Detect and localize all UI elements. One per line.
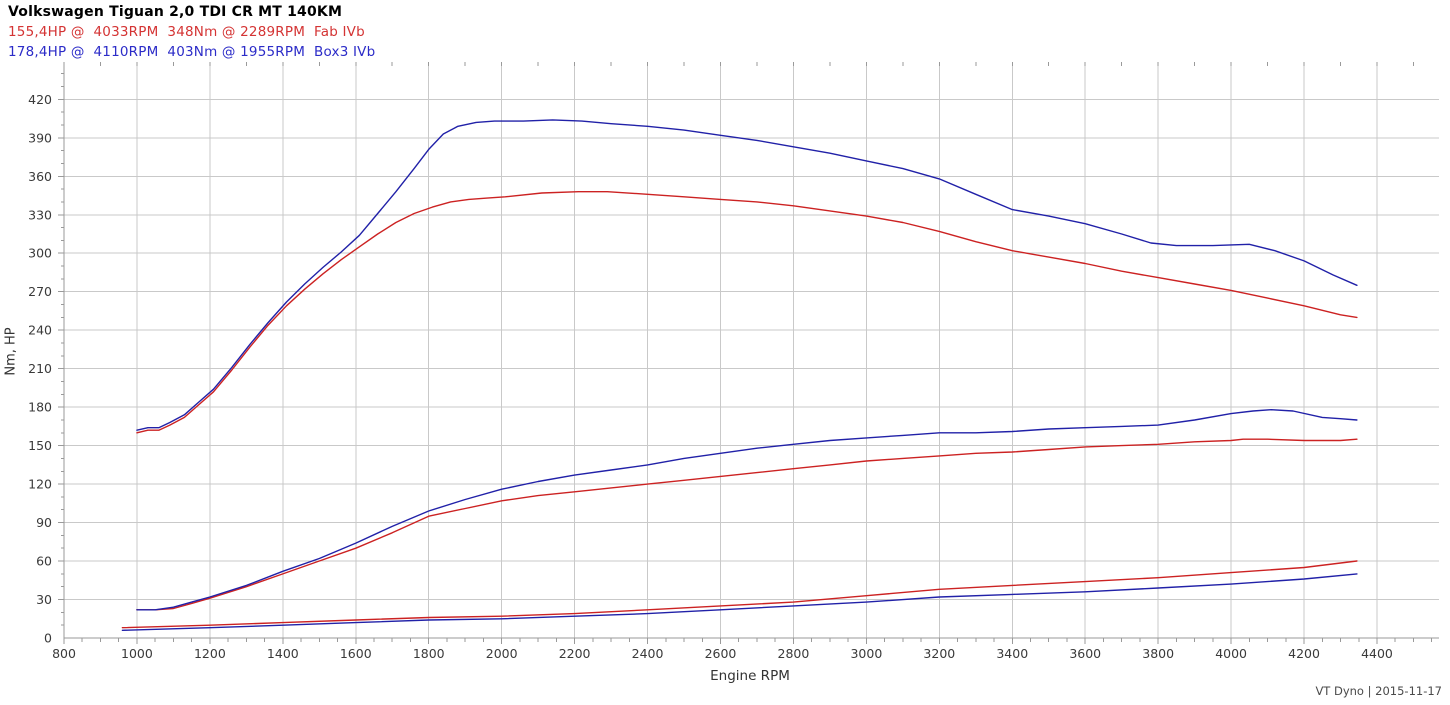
x-tick-label: 3600	[1069, 646, 1101, 661]
y-tick-label: 30	[36, 592, 52, 607]
x-tick-label: 2800	[778, 646, 810, 661]
x-tick-label: 3400	[996, 646, 1028, 661]
series-box3-loss	[121, 573, 1358, 631]
gridlines	[64, 66, 1439, 638]
x-tick-label: 1800	[413, 646, 445, 661]
tick-labels: 800 1000 1200 1400 1600 1800 2000 2200 2400 2600 2…	[28, 92, 1393, 661]
y-tick-label: 360	[28, 169, 52, 184]
y-tick-label: 120	[28, 477, 52, 492]
y-tick-label: 390	[28, 130, 52, 145]
series-fab-torque	[136, 190, 1358, 434]
stat-line-fab: 155,4HP @ 4033RPM 348Nm @ 2289RPM Fab IV…	[8, 24, 365, 40]
y-tick-label: 180	[28, 400, 52, 415]
report-header: Volkswagen Tiguan 2,0 TDI CR MT 140KM 15…	[8, 4, 375, 60]
x-tick-label: 4200	[1288, 646, 1320, 661]
axes-and-ticks	[58, 62, 1439, 644]
x-tick-label: 3200	[923, 646, 955, 661]
y-tick-label: 270	[28, 284, 52, 299]
x-tick-label: 1400	[267, 646, 299, 661]
y-axis-label: Nm, HP	[3, 327, 19, 376]
y-tick-label: 300	[28, 246, 52, 261]
y-tick-label: 210	[28, 361, 52, 376]
watermark: VT Dyno | 2015-11-17	[1315, 684, 1442, 698]
stat-line-box3: 178,4HP @ 4110RPM 403Nm @ 1955RPM Box3 I…	[8, 44, 376, 60]
x-tick-label: 3000	[850, 646, 882, 661]
series-fab-loss	[121, 560, 1358, 629]
y-tick-label: 240	[28, 323, 52, 338]
x-tick-label: 2400	[632, 646, 664, 661]
x-tick-label: 1000	[121, 646, 153, 661]
x-tick-label: 2000	[486, 646, 518, 661]
y-tick-label: 330	[28, 207, 52, 222]
x-tick-label: 800	[52, 646, 76, 661]
y-tick-label: 150	[28, 438, 52, 453]
y-tick-label: 420	[28, 92, 52, 107]
y-tick-label: 60	[36, 554, 52, 569]
x-axis-label: Engine RPM	[710, 668, 790, 684]
series-box3-power	[136, 409, 1358, 611]
series-fab-power	[136, 438, 1358, 611]
x-tick-label: 4400	[1361, 646, 1393, 661]
series-box3-torque	[136, 119, 1358, 431]
y-tick-label: 0	[44, 631, 52, 646]
y-tick-label: 90	[36, 515, 52, 530]
x-tick-label: 3800	[1142, 646, 1174, 661]
x-tick-label: 2200	[559, 646, 591, 661]
x-tick-label: 1600	[340, 646, 372, 661]
x-tick-label: 1200	[194, 646, 226, 661]
x-tick-label: 4000	[1215, 646, 1247, 661]
chart-title: Volkswagen Tiguan 2,0 TDI CR MT 140KM	[8, 4, 343, 20]
x-tick-label: 2600	[705, 646, 737, 661]
